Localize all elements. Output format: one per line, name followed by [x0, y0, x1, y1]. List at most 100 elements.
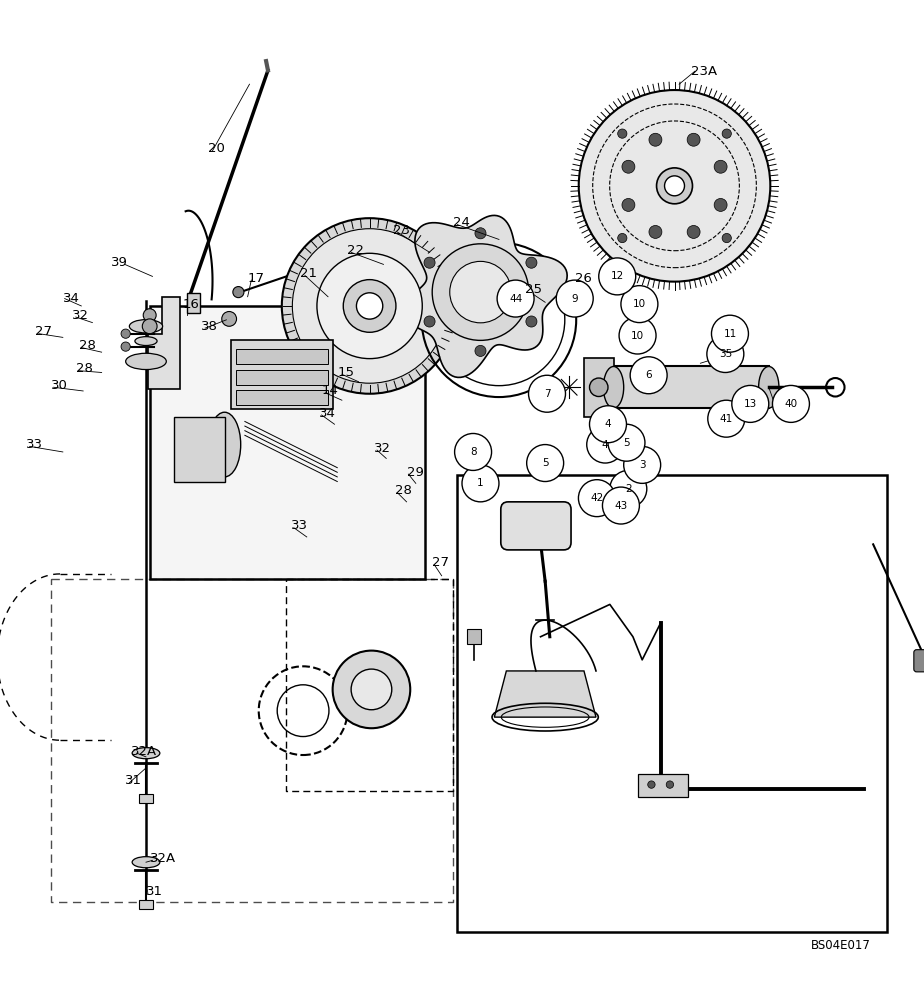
- Circle shape: [455, 433, 492, 470]
- Text: 23A: 23A: [691, 65, 717, 78]
- Circle shape: [664, 176, 685, 196]
- Circle shape: [622, 160, 635, 173]
- Ellipse shape: [759, 366, 779, 408]
- Text: 27: 27: [35, 325, 52, 338]
- Text: 15: 15: [337, 366, 354, 379]
- Circle shape: [649, 133, 662, 146]
- Circle shape: [475, 345, 486, 356]
- Circle shape: [424, 257, 435, 268]
- Circle shape: [432, 244, 529, 340]
- Circle shape: [772, 385, 809, 422]
- Text: 14: 14: [322, 384, 338, 397]
- Circle shape: [621, 286, 658, 323]
- Circle shape: [619, 317, 656, 354]
- Text: 28: 28: [76, 362, 92, 375]
- Circle shape: [602, 487, 639, 524]
- Text: 10: 10: [631, 331, 644, 341]
- Text: 38: 38: [201, 320, 218, 333]
- Text: 33: 33: [291, 519, 308, 532]
- Text: 23: 23: [393, 224, 409, 237]
- Circle shape: [233, 287, 244, 298]
- Ellipse shape: [132, 857, 160, 868]
- Circle shape: [630, 357, 667, 394]
- Circle shape: [624, 446, 661, 483]
- Circle shape: [711, 315, 748, 352]
- Polygon shape: [494, 671, 596, 717]
- Circle shape: [578, 90, 771, 282]
- Text: 41: 41: [720, 414, 733, 424]
- Circle shape: [527, 445, 564, 482]
- Circle shape: [143, 309, 156, 322]
- Circle shape: [649, 225, 662, 238]
- Circle shape: [666, 781, 674, 788]
- Circle shape: [333, 651, 410, 728]
- Circle shape: [475, 228, 486, 239]
- Text: 16: 16: [183, 298, 200, 311]
- Text: 28: 28: [79, 339, 95, 352]
- Text: 11: 11: [723, 329, 736, 339]
- Text: 33: 33: [26, 438, 43, 451]
- Circle shape: [648, 781, 655, 788]
- Ellipse shape: [129, 320, 163, 333]
- Circle shape: [590, 378, 608, 397]
- Bar: [236, 370, 328, 384]
- Bar: [139, 794, 153, 803]
- Text: 29: 29: [407, 466, 423, 479]
- FancyBboxPatch shape: [501, 502, 571, 550]
- Bar: [187, 293, 200, 313]
- Text: 31: 31: [125, 774, 141, 787]
- Text: 3: 3: [638, 460, 646, 470]
- Text: 7: 7: [543, 389, 551, 399]
- Text: 40: 40: [784, 399, 797, 409]
- Ellipse shape: [208, 412, 240, 477]
- Circle shape: [292, 229, 447, 383]
- Text: 20: 20: [208, 142, 225, 155]
- Text: 12: 12: [611, 271, 624, 281]
- Text: 27: 27: [432, 556, 449, 569]
- Text: 13: 13: [744, 399, 757, 409]
- Text: 32: 32: [374, 442, 391, 455]
- Text: 24: 24: [453, 216, 469, 229]
- Polygon shape: [148, 297, 180, 389]
- Circle shape: [608, 424, 645, 461]
- Bar: [614, 366, 769, 408]
- Circle shape: [714, 198, 727, 211]
- Circle shape: [526, 316, 537, 327]
- Circle shape: [556, 280, 593, 317]
- Polygon shape: [406, 215, 567, 377]
- Text: 1: 1: [477, 478, 484, 488]
- FancyBboxPatch shape: [914, 650, 924, 672]
- Text: 17: 17: [248, 272, 264, 285]
- Text: 39: 39: [111, 256, 128, 269]
- Circle shape: [708, 400, 745, 437]
- Text: 5: 5: [541, 458, 549, 468]
- Circle shape: [590, 406, 626, 443]
- Text: 21: 21: [300, 267, 317, 280]
- Circle shape: [687, 225, 700, 238]
- Circle shape: [462, 465, 499, 502]
- Ellipse shape: [132, 748, 160, 759]
- Text: 34: 34: [63, 292, 79, 305]
- Circle shape: [526, 257, 537, 268]
- Circle shape: [317, 253, 422, 359]
- Bar: [236, 349, 328, 364]
- Circle shape: [610, 470, 647, 507]
- Ellipse shape: [126, 353, 166, 370]
- Circle shape: [450, 261, 511, 323]
- Circle shape: [657, 168, 692, 204]
- Text: 2: 2: [625, 484, 632, 494]
- Circle shape: [723, 233, 732, 243]
- Text: 32A: 32A: [150, 852, 176, 865]
- Circle shape: [351, 669, 392, 710]
- Circle shape: [707, 336, 744, 372]
- Text: 30: 30: [51, 379, 67, 392]
- Bar: [236, 390, 328, 405]
- Bar: [174, 417, 225, 482]
- Text: 44: 44: [509, 294, 522, 304]
- Circle shape: [714, 160, 727, 173]
- Text: BS04E017: BS04E017: [811, 939, 871, 952]
- Bar: [139, 900, 153, 909]
- Circle shape: [599, 258, 636, 295]
- Bar: [584, 358, 614, 417]
- Circle shape: [529, 375, 565, 412]
